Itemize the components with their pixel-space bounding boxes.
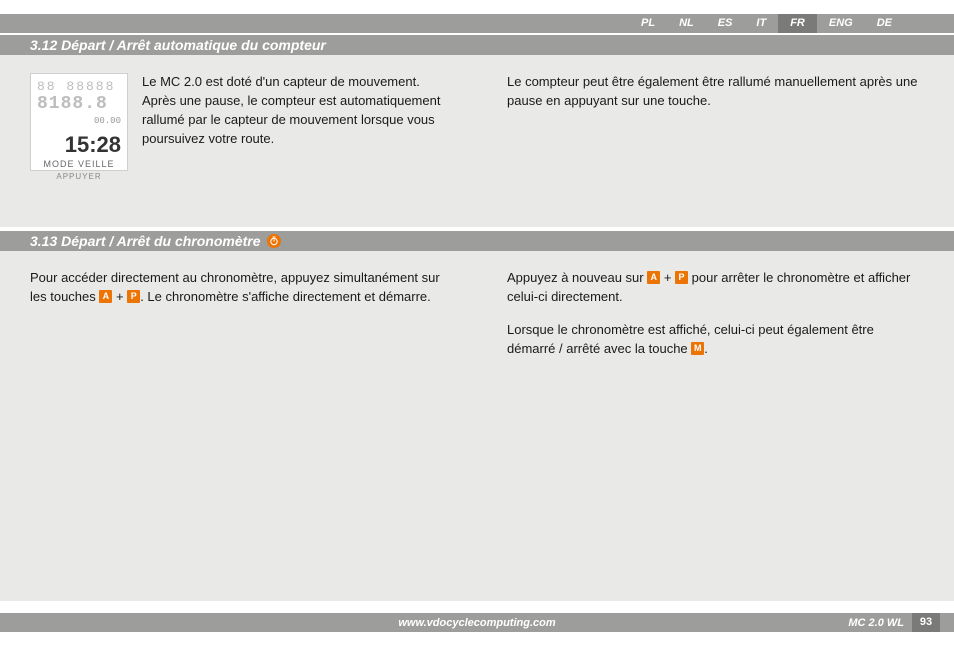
lang-tab-pl[interactable]: PL <box>629 14 667 33</box>
section-1-right-col: Le compteur peut être également être ral… <box>477 55 954 227</box>
section-1-content: 88 88888 8188.8 00.00 15:28 MODE VEILLE … <box>0 55 954 227</box>
lang-tab-es[interactable]: ES <box>706 14 745 33</box>
section-header-3-12: 3.12 Départ / Arrêt automatique du compt… <box>0 35 954 55</box>
footer-bar: www.vdocyclecomputing.com MC 2.0 WL 93 <box>0 613 954 632</box>
footer-model: MC 2.0 WL <box>848 617 904 629</box>
section-2-right-col: Appuyez à nouveau sur A + P pour arrêter… <box>477 251 954 601</box>
key-a-icon: A <box>99 290 112 303</box>
footer-url: www.vdocyclecomputing.com <box>398 617 555 629</box>
lang-tab-de[interactable]: DE <box>865 14 904 33</box>
section-title: 3.13 Départ / Arrêt du chronomètre <box>30 233 261 249</box>
lang-tab-eng[interactable]: ENG <box>817 14 865 33</box>
lang-tab-fr[interactable]: FR <box>778 14 817 33</box>
section-2-right-text-1: Appuyez à nouveau sur A + P pour arrêter… <box>507 269 924 307</box>
language-bar: PLNLESITFRENGDE <box>0 14 954 33</box>
section-1-right-text: Le compteur peut être également être ral… <box>507 73 924 111</box>
section-2-left-col: Pour accéder directement au chronomètre,… <box>0 251 477 601</box>
key-a-icon: A <box>647 271 660 284</box>
key-p-icon: P <box>675 271 688 284</box>
section-1-left-col: 88 88888 8188.8 00.00 15:28 MODE VEILLE … <box>0 55 477 227</box>
device-lcd-image: 88 88888 8188.8 00.00 15:28 MODE VEILLE … <box>30 73 128 171</box>
footer-page-number: 93 <box>912 613 940 632</box>
lang-tab-it[interactable]: IT <box>744 14 778 33</box>
section-header-3-13: 3.13 Départ / Arrêt du chronomètre <box>0 231 954 251</box>
section-title: 3.12 Départ / Arrêt automatique du compt… <box>30 37 326 53</box>
section-2-content: Pour accéder directement au chronomètre,… <box>0 251 954 601</box>
section-1-left-text: Le MC 2.0 est doté d'un capteur de mouve… <box>142 73 447 209</box>
stopwatch-icon <box>267 234 281 248</box>
key-m-icon: M <box>691 342 704 355</box>
key-p-icon: P <box>127 290 140 303</box>
section-2-left-text: Pour accéder directement au chronomètre,… <box>30 269 447 307</box>
section-2-right-text-2: Lorsque le chronomètre est affiché, celu… <box>507 321 924 359</box>
lang-tab-nl[interactable]: NL <box>667 14 706 33</box>
